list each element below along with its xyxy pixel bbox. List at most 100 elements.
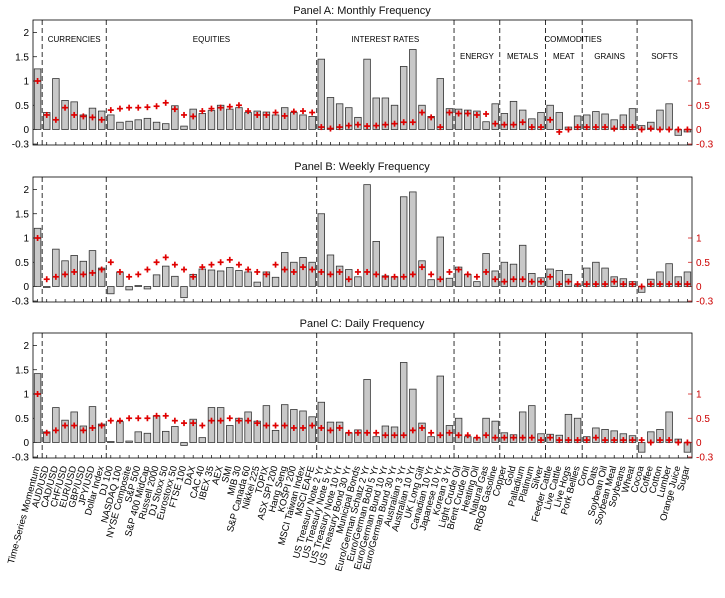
marker — [409, 119, 416, 126]
marker — [107, 107, 114, 114]
category-label: SMI — [220, 465, 235, 484]
marker — [684, 281, 691, 288]
marker — [656, 126, 663, 133]
marker — [428, 271, 435, 278]
marker — [684, 439, 691, 446]
bar — [399, 362, 408, 443]
left-axis-tick-label: 1.5 — [15, 209, 29, 220]
panel-b-weekly: Panel B: Weekly Frequency 2 1.5 1 0.5 0 -0.3 1… — [12, 161, 714, 308]
marker — [98, 116, 105, 123]
marker — [144, 266, 151, 273]
marker — [666, 126, 673, 133]
panel-c-title: Panel C: Daily Frequency — [300, 318, 425, 330]
marker — [254, 268, 261, 275]
bar — [226, 267, 234, 287]
marker — [675, 126, 682, 133]
marker — [226, 415, 233, 422]
left-axis-tick-label: 2 — [23, 185, 29, 196]
marker — [373, 271, 380, 278]
marker — [455, 110, 462, 117]
marker — [245, 266, 252, 273]
group-label: CURRENCIES — [48, 35, 101, 44]
marker — [153, 259, 160, 266]
marker — [162, 254, 169, 261]
marker — [574, 281, 581, 288]
marker — [418, 264, 425, 271]
marker — [547, 434, 554, 441]
marker — [492, 120, 499, 127]
marker — [98, 422, 105, 429]
bar — [509, 100, 518, 130]
bar — [143, 432, 152, 443]
marker — [418, 424, 425, 431]
marker — [245, 417, 252, 424]
bar — [372, 240, 380, 287]
marker — [400, 119, 407, 126]
bar — [409, 49, 417, 130]
category-label: Oats — [585, 465, 601, 487]
marker — [656, 281, 663, 288]
marker — [34, 78, 41, 84]
group-label: METALS — [507, 52, 538, 61]
marker — [611, 278, 618, 285]
left-axis-tick-label: 1 — [23, 234, 29, 245]
marker — [272, 422, 279, 429]
bar — [207, 269, 216, 287]
bar — [271, 429, 280, 443]
bar — [116, 121, 124, 130]
marker — [62, 104, 69, 111]
bar — [162, 265, 170, 287]
right-axis-tick-label: -0.3 — [696, 297, 714, 308]
marker — [675, 439, 682, 446]
marker — [336, 268, 343, 275]
marker — [190, 113, 197, 120]
marker — [235, 417, 242, 424]
marker — [556, 281, 563, 288]
marker — [80, 271, 87, 278]
bar — [88, 250, 97, 287]
bar — [198, 268, 207, 287]
bar — [363, 58, 371, 130]
marker — [547, 273, 554, 280]
marker — [345, 276, 352, 283]
bar — [482, 417, 490, 443]
right-axis-tick-label: 1 — [696, 234, 702, 245]
left-axis-tick-label: 0 — [23, 282, 29, 293]
marker — [647, 439, 654, 446]
bar — [445, 277, 454, 287]
bar — [308, 261, 316, 287]
marker — [309, 109, 316, 116]
marker — [290, 108, 297, 115]
marker — [199, 108, 206, 115]
bar — [244, 112, 252, 130]
marker — [428, 114, 435, 121]
left-axis-tick-label: 1 — [23, 390, 29, 401]
bar — [491, 420, 499, 443]
marker — [382, 121, 389, 128]
bar — [436, 236, 444, 287]
marker — [446, 268, 453, 275]
marker — [116, 417, 123, 424]
marker — [455, 432, 462, 439]
marker — [418, 109, 425, 116]
marker — [528, 434, 535, 441]
marker — [199, 422, 206, 429]
panel-a-monthly: Panel A: Monthly Frequency 2 1.5 1 0.5 0 -0.3… — [12, 5, 714, 151]
marker — [455, 266, 462, 273]
marker — [464, 110, 471, 117]
marker — [629, 437, 636, 444]
bar — [216, 270, 225, 287]
category-label: AEX — [210, 464, 226, 486]
marker — [602, 437, 609, 444]
bar — [162, 123, 170, 130]
marker — [217, 417, 224, 424]
bar — [308, 116, 316, 130]
bar — [207, 407, 216, 443]
marker — [483, 110, 490, 117]
marker — [364, 268, 371, 275]
bar — [61, 100, 69, 130]
bar — [335, 421, 344, 443]
bar — [454, 108, 463, 130]
left-axis-tick-label: -0.3 — [12, 453, 30, 464]
bar — [509, 263, 518, 287]
